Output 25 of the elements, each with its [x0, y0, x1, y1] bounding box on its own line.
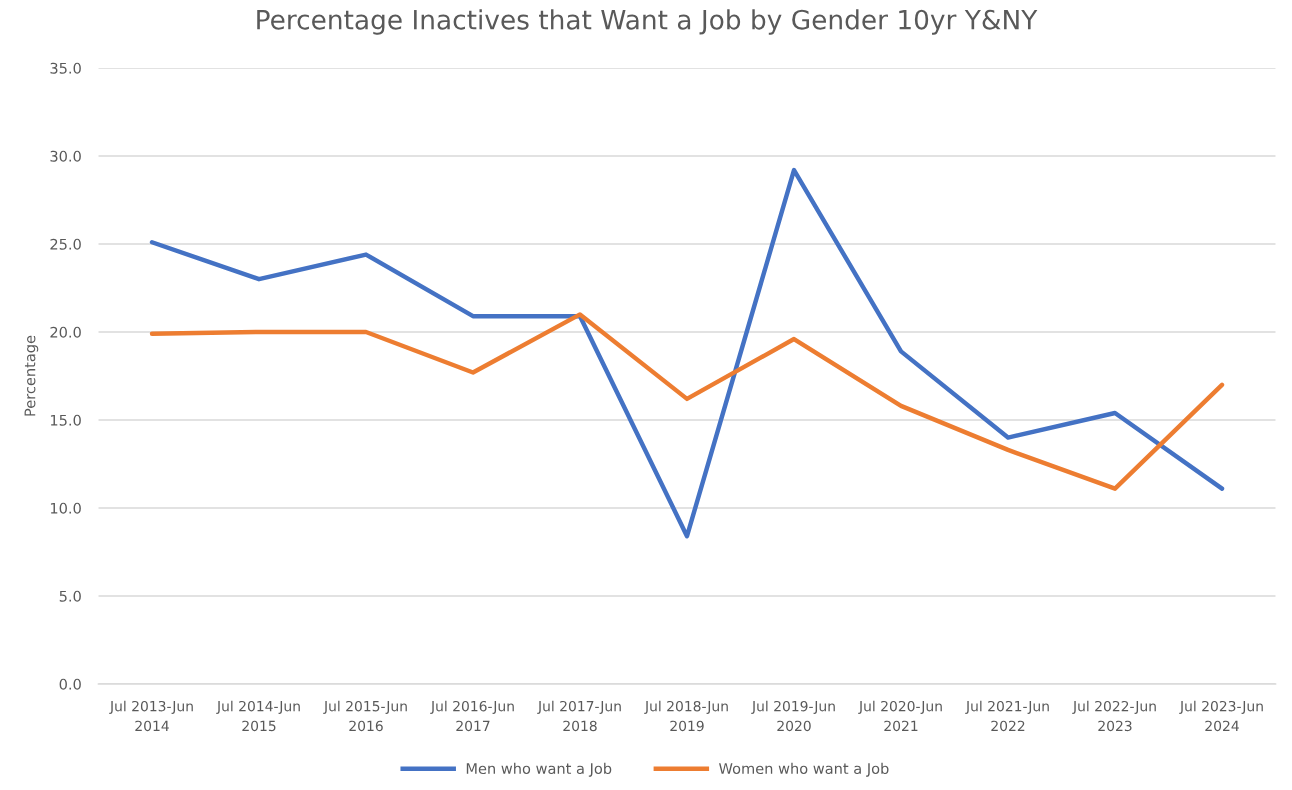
chart-title: Percentage Inactives that Want a Job by Gender 10yr Y&NY: [257, 9, 1038, 35]
x-tick-label: Jul 2015-Jun 2016: [323, 700, 407, 732]
x-tick-label: Jul 2014-Jun 2015: [216, 700, 300, 732]
x-tick-label: Jul 2021-Jun 2022: [965, 700, 1049, 732]
line-series: [149, 312, 1225, 491]
y-axis-title: Percentage: [24, 335, 39, 416]
y-tick-label: 20.0: [50, 326, 81, 338]
line-series: [149, 167, 1225, 539]
y-tick-label: 10.0: [50, 502, 81, 514]
y-tick-label: 35.0: [50, 62, 81, 74]
x-tick-label: Jul 2019-Jun 2020: [751, 700, 835, 732]
x-tick-label: Jul 2022-Jun 2023: [1072, 700, 1156, 732]
y-tick-label: 30.0: [50, 150, 81, 162]
legend-label: Women who want a Job: [719, 762, 889, 777]
y-tick-label: 25.0: [50, 238, 81, 250]
legend-label: Men who want a Job: [466, 762, 612, 777]
y-tick-label: 5.0: [59, 590, 81, 602]
x-tick-label: Jul 2017-Jun 2018: [537, 700, 621, 732]
x-tick-label: Jul 2023-Jun 2024: [1179, 700, 1263, 732]
x-tick-label: Jul 2020-Jun 2021: [858, 700, 942, 732]
y-tick-label: 15.0: [50, 414, 81, 426]
y-tick-label: 0.0: [59, 678, 81, 690]
x-tick-label: Jul 2013-Jun 2014: [109, 700, 193, 732]
x-tick-label: Jul 2016-Jun 2017: [430, 700, 514, 732]
x-tick-label: Jul 2018-Jun 2019: [644, 700, 728, 732]
